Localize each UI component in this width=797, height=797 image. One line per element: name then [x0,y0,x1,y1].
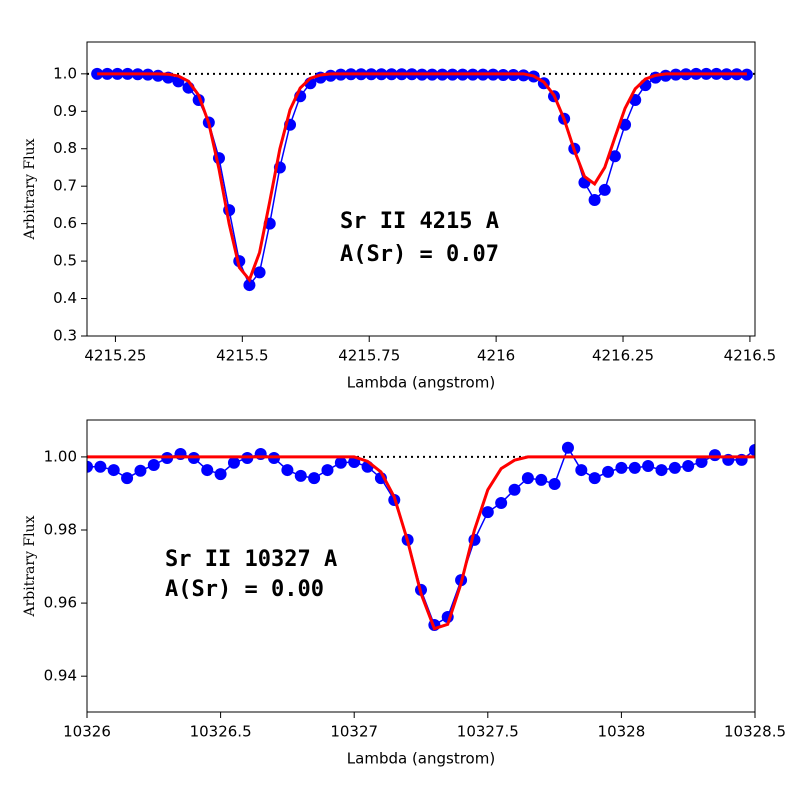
y-tick-label: 1.00 [44,447,77,465]
x-axis-title: Lambda (angstrom) [347,374,495,392]
data-point [608,150,621,163]
x-tick-label: 4216.25 [592,347,654,365]
plot-area [87,441,755,632]
data-point [294,469,307,482]
data-point [602,465,615,478]
y-tick-label: 0.6 [53,214,77,232]
x-tick-label: 10327.5 [457,723,519,741]
x-tick-label: 10328 [598,723,646,741]
data-point [575,464,588,477]
y-tick-label: 0.7 [53,177,77,195]
y-tick-label: 0.4 [53,289,77,307]
y-tick-label: 1.0 [53,64,77,82]
panel: 4215.25 4215.5 4215.75 4216 4216.25 4216.5 0.3… [22,41,777,392]
data-point [598,183,611,196]
data-point [548,477,561,490]
x-tick-label: 4215.25 [84,347,146,365]
data-point [668,461,681,474]
x-tick-label: 4216.5 [724,347,777,365]
annotation: A(Sr) = 0.00 [165,577,324,602]
data-point [495,496,508,509]
y-tick-label: 0.8 [53,139,77,157]
data-point [535,473,548,486]
data-point [508,483,521,496]
x-tick-label: 10326.5 [190,723,252,741]
data-point [561,441,574,454]
data-point [107,464,120,477]
x-tick-label: 4216 [477,347,515,365]
panel: 10326 10326.5 10327 10327.5 10328 10328.5 0.94… [22,419,786,768]
data-point [87,460,93,473]
data-point [655,464,668,477]
data-point [334,456,347,469]
x-axis-title: Lambda (angstrom) [347,750,495,768]
data-point [615,461,628,474]
data-point [243,279,256,292]
plot-frame [86,41,756,337]
y-axis-title: Arbitrary Flux [22,515,38,617]
data-point [94,460,107,473]
data-point [121,472,134,485]
annotation: Sr II 10327 A [165,547,337,572]
data-point [749,443,755,456]
x-tick-label: 4215.75 [338,347,400,365]
y-tick-label: 0.98 [44,521,77,539]
y-tick-label: 0.5 [53,252,77,270]
data-point [134,464,147,477]
x-tick-label: 10327 [330,723,378,741]
y-tick-label: 0.3 [53,327,77,345]
data-point [201,464,214,477]
data-point [619,118,632,131]
x-tick-label: 4215.5 [216,347,269,365]
data-point [481,506,494,519]
data-point [147,458,160,471]
data-point [628,461,641,474]
y-tick-label: 0.9 [53,102,77,120]
data-point [214,468,227,481]
fit-line [87,455,755,631]
data-point [588,194,601,207]
data-point [152,69,165,82]
fit-line [97,72,747,283]
data-point [708,449,721,462]
data-point [521,472,534,485]
annotation: Sr II 4215 A [340,209,499,234]
data-point [695,456,708,469]
data-point [281,464,294,477]
plot-frame [86,419,756,713]
data-point [588,472,601,485]
x-tick-label: 10326 [63,723,111,741]
y-axis-title: Arbitrary Flux [22,138,38,240]
plot-area [87,67,755,292]
data-point [308,472,321,485]
data-point [682,460,695,473]
x-tick-label: 10328.5 [724,723,786,741]
y-tick-label: 0.94 [44,667,77,685]
data-point [321,464,334,477]
annotation: A(Sr) = 0.07 [340,242,499,267]
data-point [642,460,655,473]
data-point [253,266,266,279]
data-point [227,456,240,469]
y-tick-label: 0.96 [44,594,77,612]
